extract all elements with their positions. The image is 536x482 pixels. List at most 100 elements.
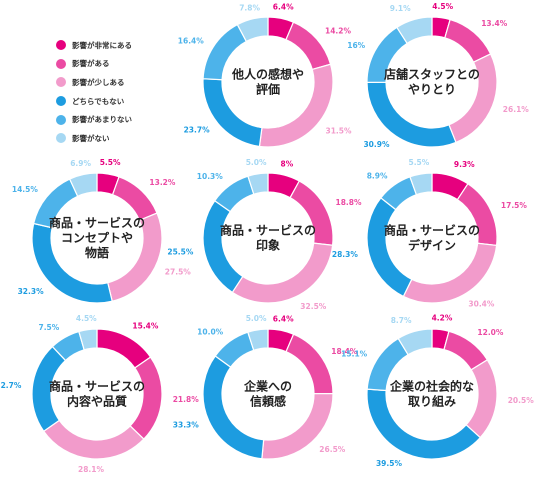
chart-title: 店舗スタッフとのやりとり (384, 67, 480, 97)
data-label: 4.5% (76, 314, 97, 323)
data-label: 14.2% (325, 27, 352, 36)
legend-item: 影響が少しある (56, 73, 186, 92)
data-label: 4.2% (432, 314, 453, 323)
data-label: 10.0% (197, 328, 224, 337)
data-label: 39.5% (376, 459, 403, 468)
data-label: 26.1% (503, 105, 530, 114)
chart-title: 商品・サービスの内容や品質 (49, 379, 145, 409)
data-label: 22.7% (0, 381, 22, 390)
donut-chart: 9.3% 17.5% 30.4% 28.3% 8.9% 5.5% 商品・サービスのデザイン (332, 158, 528, 309)
data-label: 33.3% (173, 420, 200, 429)
donut-segment (409, 172, 433, 196)
data-label: 16.4% (178, 36, 205, 45)
data-label: 12.0% (477, 328, 504, 337)
data-label: 9.1% (390, 4, 411, 13)
data-label: 26.5% (319, 445, 346, 454)
legend-label: 影響があまりない (72, 115, 132, 125)
donut-segment (247, 328, 269, 352)
data-label: 10.3% (197, 172, 224, 181)
donut-segment (247, 172, 269, 196)
data-label: 28.1% (78, 465, 105, 474)
data-label: 5.5% (408, 158, 429, 167)
legend-label: 影響が少しある (72, 77, 125, 87)
data-label: 13.4% (481, 19, 508, 28)
data-label: 18.4% (331, 347, 358, 356)
chart-title: 企業の社会的な取り組み (389, 379, 474, 409)
data-label: 32.3% (18, 287, 45, 296)
legend: 影響が非常にある 影響がある影響が少しある どちらでもない 影響があまりない 影響がない (56, 36, 186, 148)
data-label: 6.4% (273, 3, 294, 12)
data-label: 25.5% (167, 247, 194, 256)
data-label: 30.9% (363, 140, 390, 149)
donut-segment (366, 197, 413, 298)
data-label: 17.5% (501, 201, 528, 210)
data-label: 5.0% (246, 314, 267, 323)
legend-swatch (56, 58, 66, 69)
data-label: 27.5% (165, 267, 192, 276)
data-label: 31.5% (326, 127, 353, 136)
donut-segment (236, 16, 269, 43)
chart-title: 企業への信頼感 (243, 379, 292, 409)
donut-chart: 4.2% 12.0% 20.5% 39.5% 15.1% 8.7% 企業の社会的な取り組み (341, 314, 534, 468)
legend-swatch (56, 40, 66, 51)
donut-chart: 6.4% 14.2% 31.5% 23.7% 16.4% 7.8% 他人の感想や評価 (178, 3, 353, 148)
legend-label: 影響がある (72, 59, 110, 69)
donut-segment (129, 356, 163, 440)
data-label: 21.8% (173, 395, 200, 404)
data-label: 7.8% (239, 3, 260, 12)
data-label: 7.5% (38, 323, 59, 332)
legend-item: 影響があまりない (56, 110, 186, 129)
donut-segment (231, 242, 334, 304)
data-label: 6.4% (273, 315, 294, 324)
data-label: 8.9% (367, 171, 388, 180)
donut-chart: 8% 18.8% 32.5% 25.5% 10.3% 5.0% 商品・サービスの印象 (167, 158, 362, 311)
donut-segment (202, 78, 263, 148)
donut-segment (396, 16, 433, 45)
chart-title: 商品・サービスのコンセプトや物語 (49, 215, 145, 260)
data-label: 13.2% (149, 178, 176, 187)
data-label: 8% (281, 159, 294, 168)
legend-item: どちらでもない (56, 92, 186, 111)
data-label: 4.5% (432, 2, 453, 11)
legend-item: 影響が非常にある (56, 36, 186, 55)
data-label: 16% (347, 41, 365, 50)
data-label: 15.1% (341, 349, 368, 358)
donut-segment (78, 328, 98, 351)
data-label: 8.7% (391, 316, 412, 325)
data-label: 30.4% (468, 300, 495, 309)
legend-label: 影響が非常にある (72, 40, 132, 50)
data-label: 9.3% (454, 160, 475, 169)
data-label: 28.3% (332, 250, 359, 259)
donut-segment (285, 21, 332, 71)
legend-swatch (56, 133, 66, 144)
donut-segment (465, 359, 498, 439)
legend-label: 影響がない (72, 133, 110, 143)
data-label: 15.4% (132, 322, 159, 331)
legend-swatch (56, 114, 66, 125)
donut-chart: 6.4% 18.4% 26.5% 33.3% 10.0% 5.0% 企業への信頼感 (173, 314, 358, 460)
legend-item: 影響がある (56, 55, 186, 74)
donut-segment (68, 172, 98, 198)
data-label: 20.5% (508, 396, 535, 405)
legend-swatch (56, 77, 66, 88)
donut-chart: 4.5% 13.4% 26.1% 30.9% 16% 9.1% 店舗スタッフとのやりとり (347, 2, 529, 149)
data-label: 18.8% (336, 198, 363, 207)
data-label: 32.5% (300, 302, 327, 311)
donut-segment (285, 333, 334, 395)
donut-chart: 5.5% 13.2% 27.5% 32.3% 14.5% 6.9% 商品・サービスのコンセプ… (12, 158, 192, 304)
legend-item: 影響がない (56, 129, 186, 148)
donut-chart: 15.4% 21.8% 28.1% 22.7% 7.5% 4.5% 商品・サービスの内容や品… (0, 314, 199, 474)
legend-swatch (56, 96, 66, 107)
chart-title: 商品・サービスの印象 (220, 223, 316, 253)
data-label: 5.0% (246, 158, 267, 167)
data-label: 14.5% (12, 185, 39, 194)
data-label: 23.7% (184, 126, 211, 135)
donut-segment (202, 199, 244, 294)
donut-segment (42, 419, 145, 460)
data-label: 5.5% (100, 158, 121, 167)
legend-label: どちらでもない (72, 96, 125, 106)
chart-title: 他人の感想や評価 (231, 67, 304, 97)
donut-segment (397, 328, 433, 356)
